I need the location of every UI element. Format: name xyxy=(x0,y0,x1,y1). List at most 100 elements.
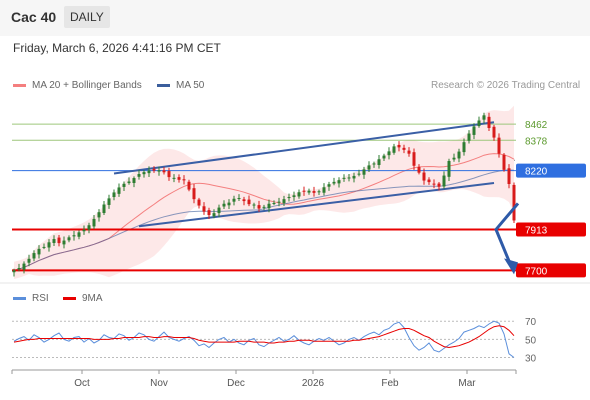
candle-body xyxy=(357,173,361,175)
candle-body xyxy=(407,150,411,154)
candle-body xyxy=(427,179,431,183)
level-label-8220: 8220 xyxy=(525,167,548,178)
candle-body xyxy=(277,201,281,203)
candle-body xyxy=(127,181,131,184)
candle-body xyxy=(492,126,496,138)
candle-body xyxy=(472,126,476,135)
instrument-title: Cac 40 xyxy=(11,9,57,25)
candle-body xyxy=(47,242,51,248)
legend-ma50-label: MA 50 xyxy=(176,80,205,91)
candle-body xyxy=(92,218,96,227)
candle-body xyxy=(442,175,446,187)
candle-body xyxy=(327,184,331,187)
legend-rsi-label: RSI xyxy=(32,293,49,304)
candle-body xyxy=(27,258,31,263)
candle-body xyxy=(117,187,121,194)
candle-body xyxy=(167,171,171,178)
candle-body xyxy=(347,177,351,179)
candle-body xyxy=(172,177,176,179)
candle-body xyxy=(152,168,156,171)
candle-body xyxy=(52,239,56,243)
candle-body xyxy=(432,183,436,185)
candle-body xyxy=(302,190,306,192)
candle-body xyxy=(252,204,256,206)
level-label-8462: 8462 xyxy=(525,120,548,131)
candle-body xyxy=(262,206,266,208)
candle-body xyxy=(182,179,186,181)
candle-body xyxy=(482,115,486,120)
candle-body xyxy=(247,199,251,205)
legend-rsi-ma: 9MA xyxy=(63,293,103,304)
bollinger-band xyxy=(14,105,514,279)
candle-body xyxy=(37,248,41,255)
candle-body xyxy=(307,190,311,193)
candle-body xyxy=(212,213,216,217)
candle-body xyxy=(42,246,46,248)
candle-body xyxy=(362,169,366,175)
candle-body xyxy=(137,174,141,177)
candle-body xyxy=(392,146,396,153)
bollinger-swatch xyxy=(13,84,26,87)
candle-body xyxy=(387,151,391,156)
candle-body xyxy=(217,207,221,214)
candle-body xyxy=(242,199,246,202)
candle-body xyxy=(237,198,241,200)
candle-body xyxy=(147,170,151,174)
candle-body xyxy=(447,160,451,177)
credit-text: Research © 2026 Trading Central xyxy=(431,80,581,91)
candle-body xyxy=(422,172,426,181)
level-label-8378: 8378 xyxy=(525,136,548,147)
candle-body xyxy=(292,195,296,198)
candle-body xyxy=(342,177,346,179)
candle-body xyxy=(317,191,321,193)
candle-body xyxy=(162,170,166,173)
x-tick-label-mar: Mar xyxy=(458,378,476,389)
candle-body xyxy=(467,133,471,141)
candle-body xyxy=(22,263,26,270)
candle-body xyxy=(512,184,516,221)
candle-body xyxy=(402,147,406,150)
candle-body xyxy=(192,188,196,200)
x-tick-label-nov: Nov xyxy=(150,378,168,389)
candle-body xyxy=(142,172,146,175)
legend-rsi: RSI xyxy=(13,293,49,304)
candle-body xyxy=(282,199,286,204)
channel-lower-line xyxy=(138,182,495,228)
x-tick-label-dec: Dec xyxy=(227,378,245,389)
candle-body xyxy=(412,152,416,166)
x-tick-label-2026: 2026 xyxy=(302,378,325,389)
candle-body xyxy=(222,203,226,207)
level-tag-8220 xyxy=(516,163,586,178)
candle-body xyxy=(17,268,21,270)
candle-body xyxy=(497,137,501,154)
candle-body xyxy=(377,159,381,165)
rsi-line xyxy=(13,320,515,358)
candle-body xyxy=(367,165,371,170)
candle-body xyxy=(77,232,81,237)
rsi-tick-70: 70 xyxy=(525,317,537,328)
candle-body xyxy=(187,181,191,190)
legend-bollinger: MA 20 + Bollinger Bands xyxy=(13,80,142,91)
timeframe-tab[interactable]: DAILY xyxy=(64,6,110,28)
candle-body xyxy=(502,154,506,170)
rsi-tick-50: 50 xyxy=(525,335,537,346)
candle-body xyxy=(272,202,276,204)
candle-body xyxy=(132,178,136,184)
candle-body xyxy=(487,116,491,128)
candle-body xyxy=(437,183,441,187)
candle-body xyxy=(62,240,66,245)
candle-body xyxy=(67,237,71,241)
candle-body xyxy=(332,181,336,184)
candle-body xyxy=(202,206,206,212)
x-tick-label-feb: Feb xyxy=(381,378,399,389)
candle-body xyxy=(82,229,86,232)
candle-body xyxy=(157,170,161,172)
x-tick-label-oct: Oct xyxy=(74,378,90,389)
candle-body xyxy=(452,157,456,160)
level-label-7700: 7700 xyxy=(525,266,548,277)
candle-body xyxy=(102,204,106,214)
candle-body xyxy=(267,203,271,209)
forecast-arrow-head xyxy=(504,258,518,275)
candle-body xyxy=(257,205,261,209)
